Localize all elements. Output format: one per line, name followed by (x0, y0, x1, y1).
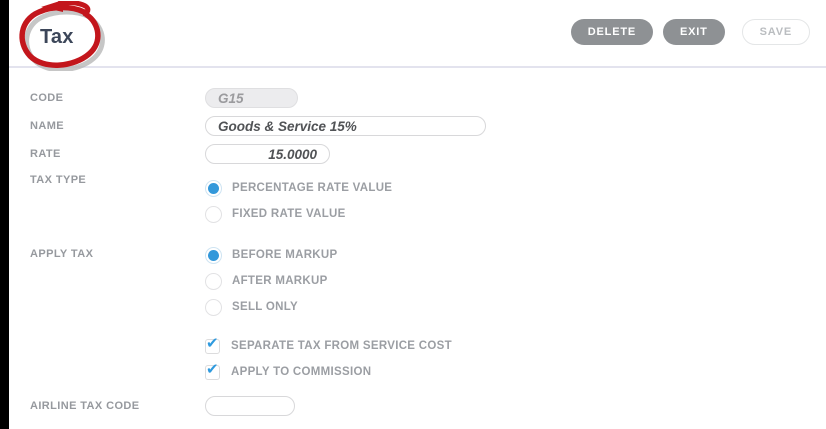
tax-type-options: PERCENTAGE RATE VALUE FIXED RATE VALUE (205, 175, 392, 227)
radio-selected-icon[interactable] (205, 246, 222, 264)
name-label: NAME (30, 120, 64, 132)
left-edge-bar (0, 0, 9, 429)
tax-form-page: Tax DELETE EXIT SAVE CODE NAME RATE TAX … (9, 0, 826, 429)
airline-tax-code-input[interactable] (205, 396, 295, 416)
exit-button[interactable]: EXIT (663, 19, 725, 45)
checkbox-separate-tax-from-service-cost[interactable]: ✔ SEPARATE TAX FROM SERVICE COST (205, 333, 452, 359)
tax-type-group: TAX TYPE PERCENTAGE RATE VALUE FIXED RAT… (30, 168, 826, 227)
radio-label: FIXED RATE VALUE (232, 208, 346, 220)
checkbox-label: SEPARATE TAX FROM SERVICE COST (231, 340, 452, 352)
checkbox-checked-icon[interactable]: ✔ (205, 334, 220, 354)
radio-sell-only[interactable]: SELL ONLY (205, 294, 338, 320)
radio-fixed-rate-value[interactable]: FIXED RATE VALUE (205, 201, 392, 227)
radio-after-markup[interactable]: AFTER MARKUP (205, 268, 338, 294)
radio-unselected-icon[interactable] (205, 298, 222, 316)
radio-label: SELL ONLY (232, 301, 298, 313)
checkbox-group-spacer (30, 333, 205, 385)
radio-label: BEFORE MARKUP (232, 249, 338, 261)
tax-form: CODE NAME RATE TAX TYPE PERCENTAGE RATE … (9, 68, 826, 420)
apply-tax-options: BEFORE MARKUP AFTER MARKUP SELL ONLY (205, 242, 338, 320)
checkbox-options: ✔ SEPARATE TAX FROM SERVICE COST ✔ APPLY… (205, 333, 452, 385)
code-input[interactable] (205, 88, 298, 108)
radio-percentage-rate-value[interactable]: PERCENTAGE RATE VALUE (205, 175, 392, 201)
red-circle-highlight-icon (19, 1, 105, 71)
radio-label: AFTER MARKUP (232, 275, 328, 287)
code-row: CODE (30, 84, 826, 112)
apply-tax-label: APPLY TAX (30, 248, 94, 260)
checkbox-apply-to-commission[interactable]: ✔ APPLY TO COMMISSION (205, 359, 452, 385)
apply-tax-group: APPLY TAX BEFORE MARKUP AFTER MARKUP SEL… (30, 242, 826, 320)
radio-unselected-icon[interactable] (205, 272, 222, 290)
radio-label: PERCENTAGE RATE VALUE (232, 182, 393, 194)
tax-type-label: TAX TYPE (30, 174, 87, 186)
delete-button[interactable]: DELETE (570, 19, 653, 45)
checkbox-group: ✔ SEPARATE TAX FROM SERVICE COST ✔ APPLY… (30, 333, 826, 385)
code-label: CODE (30, 92, 64, 104)
name-input[interactable] (205, 116, 486, 136)
title-annotation: Tax (15, 1, 109, 71)
check-icon: ✔ (206, 333, 219, 352)
page-title: Tax (40, 26, 74, 48)
check-icon: ✔ (206, 359, 219, 378)
rate-label: RATE (30, 148, 61, 160)
checkbox-checked-icon[interactable]: ✔ (205, 360, 220, 380)
radio-unselected-icon[interactable] (205, 205, 222, 223)
rate-row: RATE (30, 140, 826, 168)
radio-selected-icon[interactable] (205, 179, 222, 197)
airline-tax-code-label: AIRLINE TAX CODE (30, 400, 140, 412)
radio-before-markup[interactable]: BEFORE MARKUP (205, 242, 338, 268)
toolbar: DELETE EXIT SAVE (570, 19, 810, 45)
page-header: Tax DELETE EXIT SAVE (9, 0, 826, 71)
airline-tax-code-row: AIRLINE TAX CODE (30, 392, 826, 420)
name-row: NAME (30, 112, 826, 140)
rate-input[interactable] (205, 144, 330, 164)
checkbox-label: APPLY TO COMMISSION (231, 366, 372, 378)
save-button[interactable]: SAVE (741, 19, 810, 45)
